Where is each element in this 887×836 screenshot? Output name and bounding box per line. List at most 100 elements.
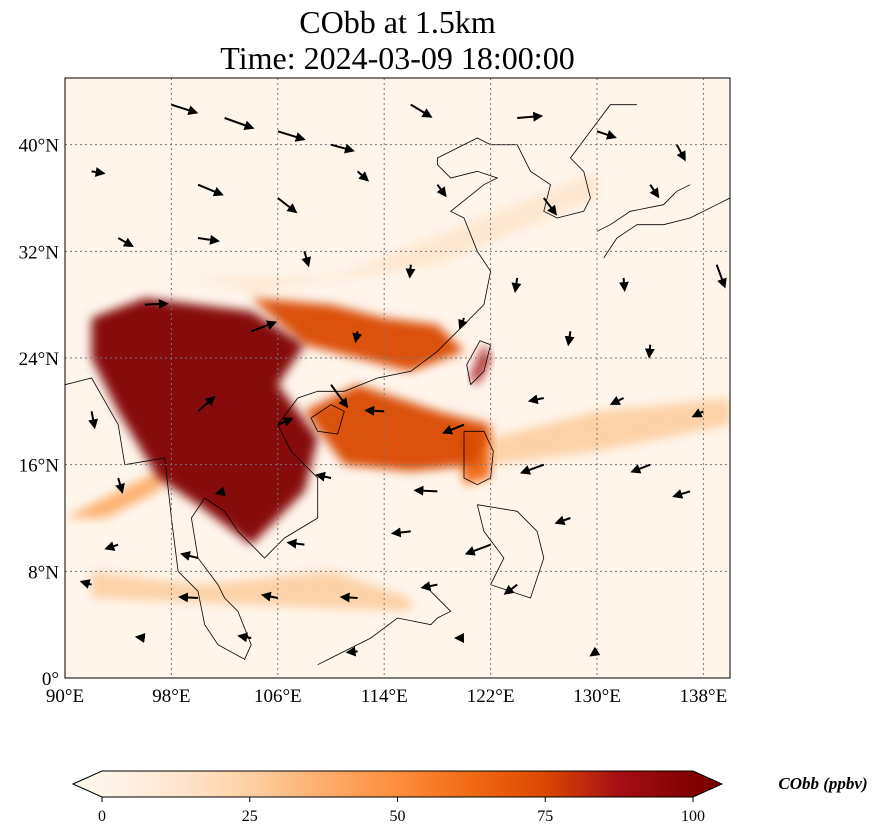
wind-vector-0 [171, 103, 199, 115]
colorbar-tick-label: 50 [390, 808, 406, 825]
wind-vector-25 [352, 331, 363, 344]
cobb-region-0 [198, 171, 597, 292]
wind-vector-15 [715, 264, 727, 289]
wind-vector-18 [301, 251, 312, 268]
lat-tick-label: 16°N [19, 456, 60, 477]
wind-vector-35 [609, 395, 625, 405]
wind-vector-36 [691, 408, 704, 418]
wind-vector-3 [330, 143, 355, 154]
wind-vector-60 [589, 646, 601, 657]
wind-vector-5 [517, 111, 544, 122]
map-panel[interactable] [64, 77, 731, 679]
wind-vector-37 [115, 477, 125, 494]
wind-vector-23 [250, 320, 278, 333]
longitude-tick-labels: 90°E 98°E 106°E 114°E 122°E 130°E 138°E [46, 686, 727, 707]
colorbar-label: CObb (ppbv) [778, 774, 867, 793]
lat-tick-label: 40°N [19, 136, 60, 157]
wind-vector-28 [644, 344, 655, 359]
wind-vector-19 [405, 264, 416, 279]
coastline-1 [310, 404, 345, 435]
coastline-2 [466, 340, 492, 385]
lon-tick-label: 122°E [467, 686, 515, 707]
wind-vector-55 [503, 583, 518, 595]
cobb-region-2 [490, 398, 730, 465]
wind-vector-57 [237, 632, 252, 643]
lat-tick-label: 8°N [28, 562, 59, 583]
wind-vector-17 [197, 234, 220, 245]
coastlines [65, 104, 730, 666]
lon-tick-label: 90°E [46, 686, 84, 707]
wind-vector-27 [564, 331, 575, 347]
wind-vector-50 [79, 579, 92, 589]
map-title-line-1: CObb at 1.5km [299, 4, 496, 40]
wind-vector-32 [364, 405, 385, 416]
coastline-6 [603, 197, 730, 259]
wind-vector-47 [390, 527, 411, 538]
colorbar-gradient [102, 771, 693, 797]
lon-tick-label: 98°E [152, 686, 190, 707]
cobb-region-7 [470, 344, 491, 385]
lon-tick-label: 138°E [680, 686, 728, 707]
wind-vector-54 [420, 581, 438, 592]
wind-vector-29 [88, 411, 99, 430]
wind-vector-13 [542, 197, 557, 216]
wind-vector-53 [339, 592, 358, 603]
wind-vector-21 [618, 277, 629, 292]
wind-vector-38 [214, 486, 226, 497]
wind-vector-24 [330, 384, 349, 409]
wind-vector-33 [442, 423, 465, 435]
lon-tick-label: 114°E [361, 686, 408, 707]
wind-vector-11 [356, 170, 370, 182]
wind-vector-56 [134, 633, 146, 643]
wind-vector-41 [519, 463, 545, 475]
wind-vector-52 [260, 591, 278, 602]
wind-vector-6 [596, 130, 617, 140]
wind-vector-12 [436, 184, 447, 198]
wind-vector-16 [117, 237, 134, 247]
wind-vector-42 [630, 463, 651, 474]
wind-vector-39 [315, 471, 332, 482]
wind-vector-31 [277, 417, 294, 427]
wind-vector-26 [458, 317, 468, 330]
colorbar-ticks: 0 25 50 75 100 [98, 797, 705, 825]
colorbar-extend-min [73, 771, 102, 797]
colorbar: 0 25 50 75 100 CObb (ppbv) [71, 770, 868, 825]
cobb-region-5 [304, 384, 491, 472]
cobb-region-1 [91, 571, 411, 612]
wind-vector-30 [197, 396, 216, 413]
wind-vector-2 [277, 130, 306, 142]
colorbar-tick-label: 75 [537, 808, 553, 825]
lon-tick-label: 130°E [573, 686, 621, 707]
wind-vector-22 [144, 299, 169, 310]
lat-tick-label: 0° [42, 669, 59, 690]
wind-vector-8 [91, 167, 106, 177]
coastline-5 [317, 584, 452, 666]
cobb-region-8 [91, 298, 318, 545]
lon-tick-label: 106°E [254, 686, 302, 707]
wind-vector-58 [345, 646, 358, 657]
wind-vector-44 [104, 541, 119, 551]
wind-vector-48 [464, 543, 491, 556]
colorbar-tick-label: 100 [681, 808, 705, 825]
colorbar-tick-label: 25 [242, 808, 258, 825]
wind-vector-51 [178, 592, 199, 603]
gridlines [65, 78, 730, 678]
wind-vector-46 [286, 538, 305, 549]
colorbar-extend-max [693, 771, 722, 797]
latitude-tick-labels: 0° 8°N 16°N 24°N 32°N 40°N [19, 136, 60, 690]
wind-vector-43 [672, 489, 691, 499]
wind-vector-1 [224, 117, 255, 131]
coastline-4 [476, 504, 545, 599]
wind-vector-49 [554, 515, 571, 526]
colorbar-tick-label: 0 [98, 808, 106, 825]
wind-vector-45 [180, 551, 199, 561]
wind-vector-20 [511, 277, 522, 293]
wind-vector-34 [527, 394, 545, 405]
wind-vector-7 [675, 144, 686, 162]
wind-vectors [79, 103, 727, 657]
lat-tick-label: 24°N [19, 349, 60, 370]
coastline-0 [65, 104, 637, 660]
wind-vector-9 [197, 183, 224, 197]
wind-vector-10 [277, 197, 298, 214]
